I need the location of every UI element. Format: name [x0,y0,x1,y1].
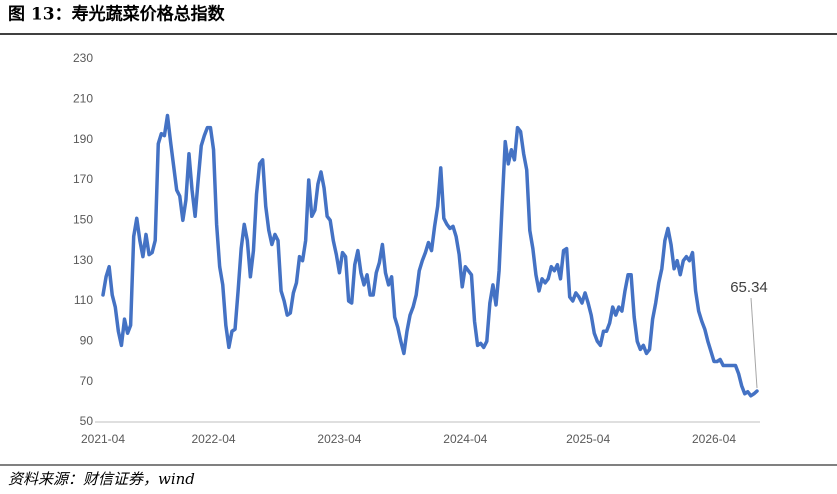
data-label: 65.34 [730,279,768,296]
x-tick-label: 2023-04 [317,432,361,446]
y-tick-label: 210 [73,92,93,106]
x-tick-label: 2021-04 [81,432,125,446]
series-line [101,113,759,398]
x-tick-label: 2025-04 [566,432,610,446]
y-tick-label: 130 [73,253,93,267]
chart-title: 图 13：寿光蔬菜价格总指数 [8,4,226,25]
y-tick-label: 110 [74,293,93,307]
x-tick-label: 2026-04 [692,432,736,446]
source-note: 资料来源：财信证券，wind [8,470,195,488]
y-tick-label: 150 [73,213,93,227]
y-tick-label: 190 [73,132,93,146]
y-tick-label: 50 [80,414,94,428]
x-tick-label: 2022-04 [192,432,236,446]
y-tick-label: 170 [73,172,93,186]
y-tick-label: 70 [80,374,94,388]
y-tick-label: 230 [73,51,93,65]
label-leader [750,297,758,389]
x-tick-label: 2024-04 [443,432,487,446]
y-tick-label: 90 [80,334,94,348]
